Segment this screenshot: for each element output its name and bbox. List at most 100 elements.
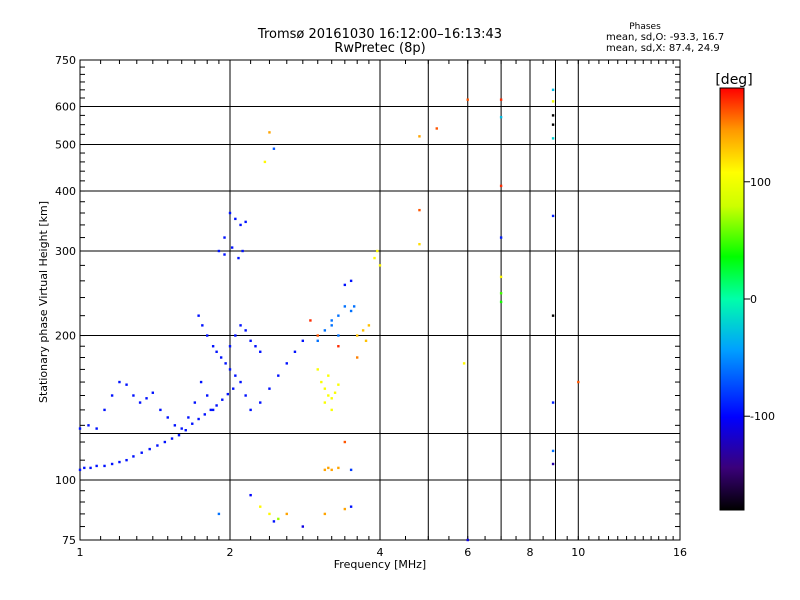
data-point — [215, 350, 218, 353]
data-point — [343, 305, 347, 308]
data-point — [201, 324, 204, 327]
data-point — [577, 380, 580, 384]
data-point — [337, 314, 340, 317]
data-point — [199, 380, 203, 384]
data-point — [337, 345, 340, 348]
data-point — [364, 339, 368, 343]
data-point — [376, 249, 379, 253]
data-point — [551, 314, 555, 317]
data-point — [170, 437, 174, 440]
data-point — [499, 300, 503, 304]
data-point — [118, 380, 121, 384]
data-point — [499, 275, 503, 279]
data-point — [285, 512, 288, 516]
data-point — [418, 242, 421, 246]
data-point — [87, 424, 90, 427]
data-point — [211, 345, 215, 348]
data-point — [151, 391, 155, 394]
data-point — [232, 387, 235, 390]
data-point — [180, 427, 183, 430]
data-point — [309, 319, 312, 322]
data-point — [205, 394, 209, 397]
data-point — [499, 236, 503, 239]
data-point — [193, 401, 197, 404]
colorbar — [719, 87, 745, 511]
data-point — [219, 356, 223, 359]
data-point — [221, 398, 224, 401]
data-point — [349, 309, 353, 313]
data-point — [239, 324, 242, 327]
chart-title: Tromsø 20161030 16:12:00–16:13:43 — [257, 27, 503, 42]
data-point — [323, 468, 327, 472]
data-point — [228, 211, 232, 215]
colorbar-tick-label: 100 — [750, 176, 771, 189]
data-points — [78, 88, 580, 542]
data-point — [145, 397, 148, 400]
data-point — [355, 334, 359, 337]
data-point — [330, 408, 333, 412]
data-point — [499, 98, 503, 101]
colorbar-ticks: 100 0 -100 — [744, 176, 775, 423]
data-point — [177, 433, 181, 437]
data-point — [118, 460, 121, 464]
data-point — [184, 429, 187, 432]
data-point — [355, 356, 359, 359]
data-point — [187, 416, 190, 419]
data-point — [156, 444, 159, 447]
data-point — [499, 184, 503, 188]
data-point — [551, 449, 555, 453]
data-point — [343, 283, 347, 287]
data-point — [95, 427, 98, 430]
data-point — [418, 208, 421, 212]
data-point — [234, 217, 237, 221]
data-point — [249, 408, 252, 412]
data-point — [228, 368, 232, 371]
data-point — [234, 334, 237, 337]
data-point — [272, 520, 276, 523]
y-axis-label: Stationary phase Virtual Height [km] — [37, 201, 50, 403]
data-point — [83, 466, 86, 470]
data-point — [249, 339, 252, 343]
data-point — [301, 339, 305, 343]
data-point — [110, 462, 114, 466]
data-point — [197, 417, 200, 421]
data-point — [203, 413, 206, 416]
data-point — [499, 292, 503, 295]
data-point — [349, 505, 353, 508]
data-point — [259, 401, 262, 404]
data-point — [337, 334, 340, 337]
data-point — [327, 466, 330, 470]
chart-subtitle: RwPretec (8p) — [334, 41, 426, 56]
x-tick-label: 16 — [673, 546, 687, 559]
data-point — [349, 468, 353, 472]
o-mode-stats: mean, sd,O: -93.3, 16.7 — [606, 32, 725, 43]
data-point — [223, 253, 226, 256]
data-point — [330, 397, 333, 400]
data-point — [551, 137, 555, 140]
data-point — [259, 505, 262, 508]
data-point — [337, 466, 340, 470]
data-point — [499, 116, 503, 119]
x-tick-labels: 1 2 4 6 8 10 16 — [77, 546, 688, 559]
phases-heading: Phases — [629, 22, 661, 32]
data-point — [320, 380, 323, 384]
data-point — [361, 329, 365, 332]
data-point — [217, 249, 221, 253]
y-tick-label: 200 — [55, 330, 76, 343]
data-point — [268, 131, 271, 134]
data-point — [327, 394, 330, 397]
y-tick-label: 600 — [55, 101, 76, 114]
data-point — [551, 462, 555, 466]
data-point — [103, 408, 106, 412]
data-point — [244, 329, 247, 332]
data-point — [301, 525, 305, 528]
y-tick-label: 300 — [55, 245, 76, 258]
data-point — [285, 362, 288, 365]
y-tick-label: 75 — [62, 534, 76, 547]
data-point — [373, 256, 376, 260]
y-tick-label: 750 — [55, 54, 76, 67]
grid-lines — [80, 60, 680, 540]
data-point — [343, 507, 347, 511]
data-point — [95, 464, 98, 468]
data-point — [462, 362, 466, 365]
